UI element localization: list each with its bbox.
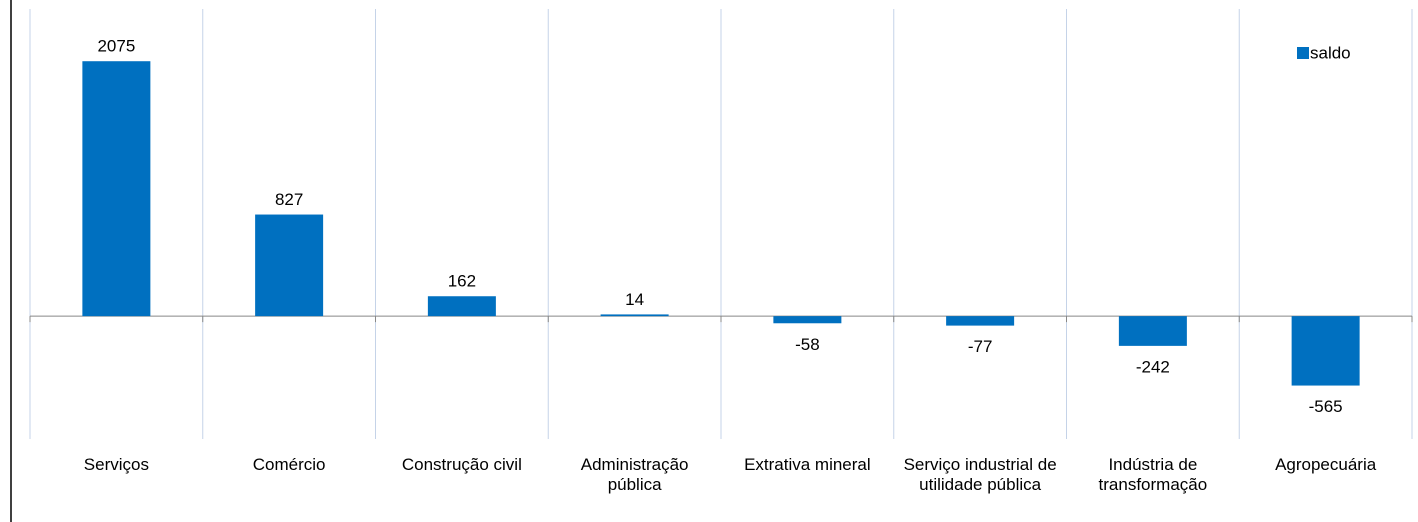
bar	[600, 314, 669, 317]
bar	[1118, 316, 1187, 346]
x-tick-label: Agropecuária	[1275, 455, 1377, 474]
data-label: 14	[625, 290, 644, 309]
bar	[255, 214, 324, 317]
x-tick-label: Administração pública	[580, 455, 689, 494]
data-label: -58	[795, 335, 820, 354]
bar	[82, 61, 151, 317]
x-tick-label: Comércio	[252, 455, 326, 474]
x-tick-label: Indústria de transformação	[1098, 455, 1208, 494]
bar	[1291, 316, 1360, 386]
bar	[773, 316, 842, 324]
bar	[946, 316, 1015, 326]
bar	[427, 296, 496, 317]
x-tick-label: Construção civil	[401, 455, 522, 474]
x-tick-label: Serviço industrial de utilidade pública	[903, 455, 1057, 494]
legend-label: saldo	[1310, 43, 1351, 62]
data-label: -242	[1136, 357, 1170, 376]
legend-swatch	[1297, 47, 1309, 59]
data-label: -565	[1309, 397, 1343, 416]
x-tick-label: Extrativa mineral	[744, 455, 871, 474]
data-label: 827	[275, 190, 303, 209]
x-tick-label: Serviços	[83, 455, 149, 474]
data-label: 2075	[97, 37, 135, 56]
data-label: -77	[968, 337, 993, 356]
data-label: 162	[448, 272, 476, 291]
